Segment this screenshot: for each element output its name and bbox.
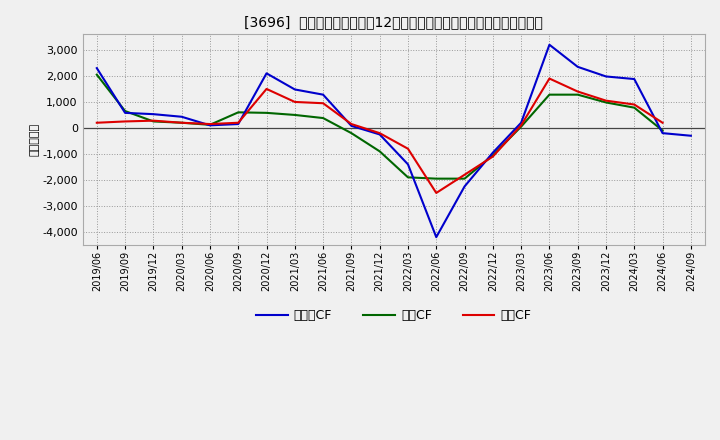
投資CF [658,128,667,133]
Title: [3696]  キャッシュフローの12か月移動合計の対前年同期増減額の推移: [3696] キャッシュフローの12か月移動合計の対前年同期増減額の推移 [244,15,544,29]
フリーCF [602,74,611,79]
営業CF [460,172,469,177]
Line: フリーCF: フリーCF [96,45,691,237]
投資CF [602,100,611,105]
フリーCF [517,120,526,125]
フリーCF [290,87,299,92]
Y-axis label: （百万円）: （百万円） [30,123,40,156]
投資CF [262,110,271,116]
投資CF [375,149,384,154]
フリーCF [92,66,101,71]
営業CF [602,98,611,103]
営業CF [149,118,158,123]
フリーCF [687,133,696,139]
投資CF [206,122,215,128]
営業CF [234,120,243,125]
投資CF [573,92,582,97]
フリーCF [262,71,271,76]
フリーCF [488,150,497,155]
営業CF [488,154,497,159]
営業CF [573,89,582,94]
営業CF [121,119,130,124]
フリーCF [121,110,130,116]
フリーCF [573,64,582,70]
営業CF [319,101,328,106]
投資CF [177,120,186,125]
フリーCF [404,162,413,167]
Line: 営業CF: 営業CF [96,78,662,193]
フリーCF [347,123,356,128]
投資CF [545,92,554,97]
投資CF [488,153,497,158]
Legend: フリーCF, 投資CF, 営業CF: フリーCF, 投資CF, 営業CF [251,304,536,327]
営業CF [658,120,667,125]
営業CF [404,146,413,151]
投資CF [404,175,413,180]
投資CF [234,110,243,115]
フリーCF [234,121,243,127]
投資CF [460,176,469,181]
営業CF [630,102,639,107]
フリーCF [432,235,441,240]
投資CF [290,112,299,117]
フリーCF [460,184,469,189]
投資CF [149,119,158,124]
営業CF [177,120,186,125]
フリーCF [545,42,554,48]
営業CF [290,99,299,105]
営業CF [432,191,441,196]
フリーCF [177,114,186,119]
営業CF [92,120,101,125]
フリーCF [319,92,328,97]
投資CF [347,131,356,136]
営業CF [262,86,271,92]
フリーCF [206,123,215,128]
営業CF [347,121,356,127]
フリーCF [630,77,639,82]
営業CF [545,76,554,81]
投資CF [432,176,441,181]
営業CF [517,123,526,128]
投資CF [630,105,639,110]
投資CF [92,72,101,77]
投資CF [517,124,526,129]
営業CF [206,121,215,127]
フリーCF [375,132,384,137]
投資CF [121,108,130,114]
フリーCF [658,131,667,136]
投資CF [319,115,328,121]
Line: 投資CF: 投資CF [96,75,662,179]
営業CF [375,131,384,136]
フリーCF [149,111,158,117]
